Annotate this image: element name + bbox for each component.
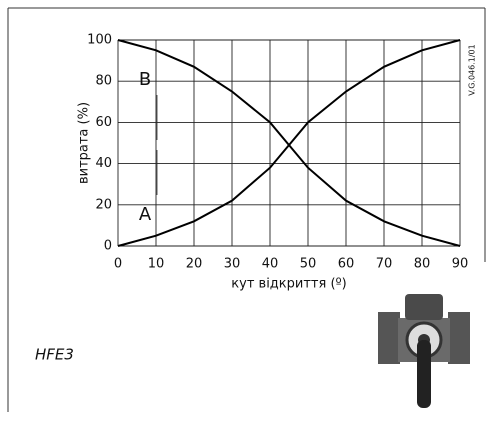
x-tick-label: 90 [452, 257, 469, 272]
series-line [117, 39, 461, 247]
y-axis-label: витрата (%) [77, 102, 92, 184]
series-line [117, 39, 461, 247]
series-label: B [139, 69, 151, 90]
valve-image [378, 294, 470, 408]
x-tick-label: 0 [114, 257, 122, 272]
x-tick-label: 40 [262, 257, 279, 272]
product-name: HFE3 [35, 346, 74, 364]
x-tick-label: 20 [186, 257, 203, 272]
frame [7, 7, 486, 412]
x-tick-label: 30 [224, 257, 241, 272]
x-tick-label: 70 [376, 257, 393, 272]
y-tick-label: 100 [87, 33, 112, 48]
x-tick-label: 10 [148, 257, 165, 272]
x-tick-label: 60 [338, 257, 355, 272]
series-label: A [139, 204, 152, 225]
x-tick-label: 80 [414, 257, 431, 272]
y-tick-label: 40 [95, 156, 112, 171]
y-tick-label: 0 [104, 239, 112, 254]
x-axis-label: кут відкриття (º) [231, 277, 346, 292]
y-tick-label: 20 [95, 197, 112, 212]
y-tick-label: 80 [95, 74, 112, 89]
x-tick-label: 50 [300, 257, 317, 272]
y-tick-label: 60 [95, 115, 112, 130]
drawing-code: V.G.046.1/01 [468, 44, 477, 96]
